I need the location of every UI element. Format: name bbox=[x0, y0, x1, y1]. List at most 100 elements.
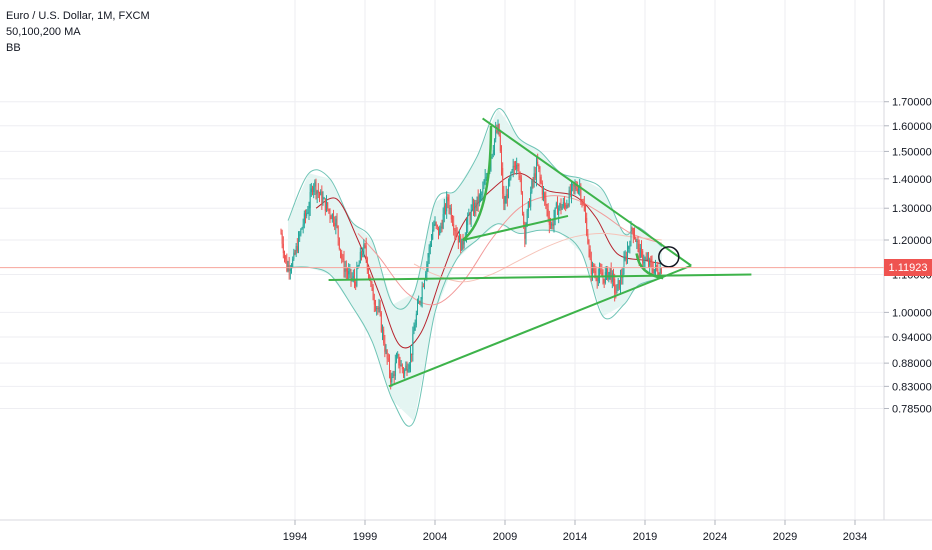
candle-body bbox=[363, 244, 365, 254]
ma-indicator-label[interactable]: 50,100,200 MA bbox=[6, 26, 81, 38]
candle-body bbox=[509, 178, 511, 181]
candle-body bbox=[641, 247, 642, 252]
candle-body bbox=[443, 205, 445, 215]
candle-body bbox=[405, 365, 407, 371]
candle-body bbox=[286, 259, 288, 271]
candle-body bbox=[554, 207, 556, 218]
candle-body bbox=[469, 214, 471, 221]
target-circle[interactable] bbox=[658, 246, 680, 268]
time-axis[interactable]: 1994 1999 2004 2009 2014 2019 2024 2029 2034 bbox=[283, 520, 867, 543]
x-tick-label: 2024 bbox=[703, 531, 727, 543]
candle-body bbox=[462, 238, 464, 245]
candle-body bbox=[475, 202, 477, 209]
candle-body bbox=[420, 299, 422, 303]
candle-body bbox=[567, 205, 569, 207]
candle-body bbox=[404, 370, 406, 374]
trend-drawings[interactable] bbox=[328, 117, 752, 388]
candle-body bbox=[639, 247, 641, 259]
candle-body bbox=[439, 228, 441, 236]
candle-body bbox=[375, 304, 376, 310]
candle-body bbox=[406, 365, 408, 372]
candle-body bbox=[572, 184, 574, 186]
candle-body bbox=[349, 269, 351, 272]
candle-body bbox=[315, 181, 317, 195]
candle-body bbox=[555, 203, 557, 208]
candle-body bbox=[317, 190, 319, 193]
parabolic-curve-2008[interactable] bbox=[462, 125, 493, 241]
candle-body bbox=[352, 276, 354, 278]
candle-body bbox=[476, 196, 478, 209]
candle-body bbox=[309, 192, 311, 209]
candle-body bbox=[426, 263, 428, 274]
candle-body bbox=[422, 286, 424, 288]
candle-body bbox=[292, 258, 294, 267]
candle-body bbox=[582, 203, 584, 205]
candle-body bbox=[660, 268, 662, 274]
candle-body bbox=[655, 265, 656, 270]
candle-body bbox=[357, 266, 359, 268]
candle-body bbox=[425, 273, 427, 280]
horizontal-support-line[interactable] bbox=[328, 273, 752, 281]
candle-body bbox=[387, 358, 389, 360]
candle-body bbox=[427, 257, 429, 264]
candle-body bbox=[415, 313, 417, 325]
candle-body bbox=[449, 207, 451, 210]
x-tick-label: 2004 bbox=[423, 531, 447, 543]
candle-body bbox=[394, 362, 396, 376]
candle-body bbox=[470, 209, 472, 221]
price-axis[interactable]: 1.70000 1.60000 1.50000 1.40000 1.30000 1.200… bbox=[884, 97, 932, 416]
candle-body bbox=[485, 176, 487, 178]
candle-body bbox=[561, 206, 563, 210]
candle-body bbox=[403, 369, 404, 374]
candle-body bbox=[389, 359, 390, 374]
candle-body bbox=[484, 177, 486, 185]
bb-indicator-label[interactable]: BB bbox=[6, 42, 21, 54]
candle-body bbox=[649, 259, 651, 266]
y-tick-label: 0.83000 bbox=[892, 381, 932, 393]
candle-body bbox=[305, 213, 306, 216]
candle-body bbox=[410, 353, 411, 365]
candle-body bbox=[433, 224, 435, 230]
candle-body bbox=[483, 184, 485, 189]
candle-body bbox=[359, 251, 361, 264]
candle-body bbox=[386, 350, 388, 359]
upper-triangle-line[interactable] bbox=[482, 117, 692, 267]
candle-body bbox=[435, 222, 437, 226]
candle-body bbox=[417, 303, 418, 314]
candle-body bbox=[578, 187, 579, 192]
inner-support-line[interactable] bbox=[462, 214, 569, 241]
candle-body bbox=[541, 182, 543, 195]
candle-body bbox=[372, 287, 374, 301]
candle-body bbox=[559, 203, 561, 208]
candle-body bbox=[629, 245, 631, 247]
candle-body bbox=[631, 227, 633, 229]
x-tick-label: 2009 bbox=[493, 531, 517, 543]
candle-body bbox=[452, 219, 453, 225]
candle-body bbox=[474, 202, 476, 214]
lower-triangle-line[interactable] bbox=[388, 264, 692, 388]
candle-body bbox=[551, 223, 553, 226]
candle-body bbox=[495, 130, 497, 139]
candle-body bbox=[482, 188, 484, 194]
candle-body bbox=[506, 194, 508, 198]
candle-body bbox=[453, 224, 455, 231]
parabolic-curve-2019[interactable] bbox=[635, 253, 664, 280]
candle-body bbox=[442, 214, 444, 229]
candle-body bbox=[383, 329, 385, 343]
candle-body bbox=[280, 233, 282, 235]
candle-body bbox=[355, 281, 357, 286]
candle-body bbox=[565, 204, 567, 208]
candle-body bbox=[285, 255, 287, 260]
candle-body bbox=[562, 202, 564, 207]
candle-body bbox=[602, 277, 604, 279]
candle-body bbox=[533, 173, 535, 182]
chart-legend: Euro / U.S. Dollar, 1M, FXCM 50,100,200 … bbox=[6, 8, 150, 56]
candle-body bbox=[634, 235, 635, 239]
candle-body bbox=[590, 259, 592, 274]
candle-body bbox=[313, 186, 315, 193]
candle-body bbox=[659, 268, 661, 277]
candle-body bbox=[564, 202, 565, 205]
candle-body bbox=[385, 350, 387, 352]
symbol-title[interactable]: Euro / U.S. Dollar, 1M, FXCM bbox=[6, 10, 150, 22]
